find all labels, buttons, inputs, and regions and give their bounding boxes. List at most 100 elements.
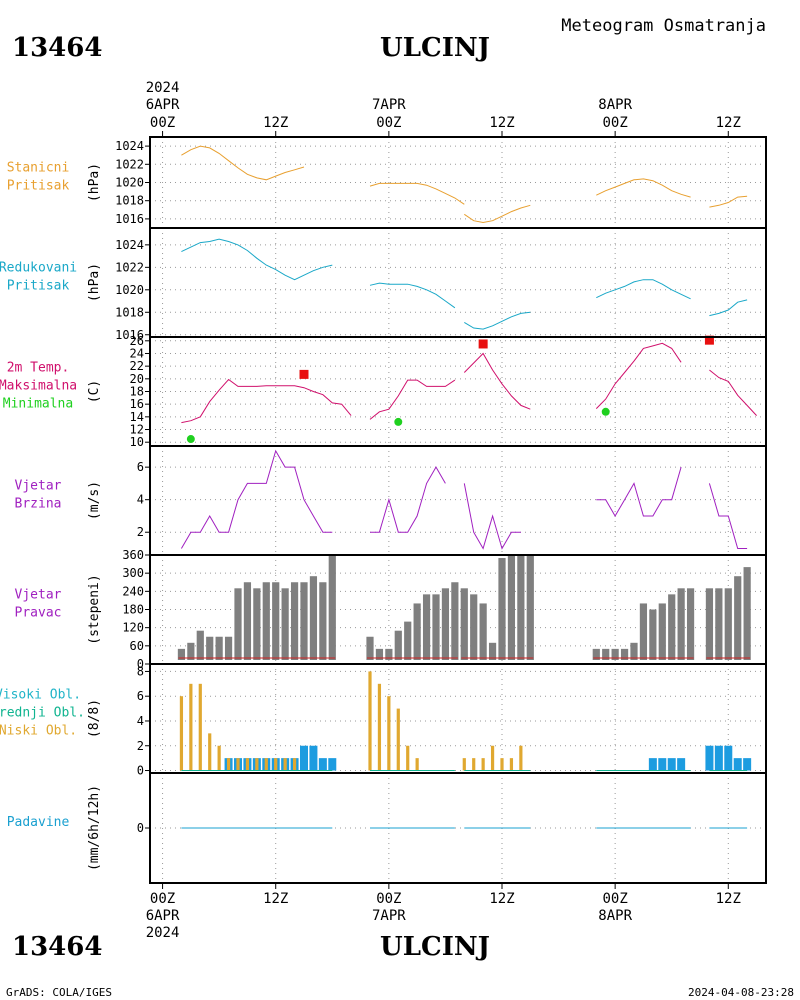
temperature-line — [369, 379, 456, 420]
panel-frame — [149, 445, 767, 556]
panel-label: Padavine — [7, 815, 70, 830]
panel-wind_speed: 2 4 6 (m/s) Vjetar Brzina — [15, 445, 767, 556]
y-tick-label: 360 — [122, 548, 144, 562]
low-cloud-bar — [377, 683, 382, 771]
top-axis-hour-label: 00Z — [376, 115, 401, 131]
wind-dir-bar — [460, 588, 468, 660]
station_pressure-line — [464, 204, 531, 224]
low-cloud-bar — [519, 745, 523, 771]
panel-label: Vjetar — [15, 479, 62, 494]
y-tick-label: 120 — [122, 621, 144, 635]
y-tick-label: 1020 — [115, 176, 144, 190]
reduced_pressure-line — [709, 299, 748, 317]
wind-dir-bar — [187, 642, 195, 660]
panel-label: Pritisak — [7, 279, 70, 294]
panel-frame — [149, 227, 767, 338]
panel-label: Minimalna — [3, 397, 73, 412]
wind-dir-bar — [479, 603, 487, 660]
wind-dir-bar — [602, 648, 610, 660]
panel-reduced_pressure: 1016 1018 1020 1022 1024 (hPa) Redukovani Priti… — [0, 227, 767, 342]
y-tick-label: 26 — [130, 334, 144, 348]
wind-dir-bar — [385, 648, 393, 660]
wind-dir-bar — [470, 594, 478, 660]
y-tick-label: 0 — [137, 764, 144, 778]
low-cloud-bar — [368, 671, 372, 771]
high-cloud-bar — [328, 758, 337, 771]
low-cloud-bar — [208, 733, 212, 771]
high-cloud-bar — [658, 758, 667, 771]
temperature-line — [709, 369, 757, 416]
y-axis-label: (mm/6h/12h) — [87, 785, 102, 871]
wind-dir-bar — [309, 576, 318, 660]
panel-frame — [149, 136, 767, 229]
low-cloud-bar — [387, 696, 391, 771]
product-title: Meteogram Osmatranja — [561, 16, 766, 36]
bottom-axis-hour-label: 00Z — [376, 891, 401, 907]
y-tick-label: 240 — [122, 584, 144, 598]
low-cloud-bar — [396, 708, 400, 771]
top-axis-year: 2024 — [146, 80, 180, 96]
y-tick-label: 6 — [137, 460, 144, 474]
wind-dir-bar — [592, 648, 600, 660]
wind-dir-bar — [375, 648, 384, 660]
station-name-top: ULCINJ — [380, 33, 490, 63]
high-cloud-bar — [743, 758, 752, 771]
bottom-axis-day-label: 8APR — [598, 908, 632, 924]
y-tick-label: 60 — [130, 639, 144, 653]
y-tick-label: 1020 — [115, 283, 144, 297]
y-tick-label: 1016 — [115, 328, 144, 342]
y-tick-label: 22 — [130, 359, 144, 373]
y-axis-label: (hPa) — [87, 163, 102, 202]
reduced_pressure-line — [464, 311, 531, 330]
top-axis-day-label: 8APR — [598, 97, 632, 113]
wind-dir-bar — [215, 636, 223, 660]
station_pressure-line — [369, 182, 465, 205]
temperature-line — [595, 342, 682, 409]
wind-dir-bar — [658, 603, 666, 660]
bottom-axis-day-label: 7APR — [372, 908, 406, 924]
wind-dir-bar — [262, 582, 270, 660]
station-id-top: 13464 — [12, 33, 102, 63]
wind-dir-bar — [281, 588, 289, 660]
wind-dir-bar — [319, 582, 327, 660]
bottom-axis-year: 2024 — [146, 925, 180, 941]
wind-dir-bar — [272, 582, 280, 660]
y-tick-label: 1024 — [115, 238, 144, 252]
reduced_pressure-line — [181, 238, 333, 281]
wind-dir-bar — [611, 648, 619, 660]
y-tick-label: 12 — [130, 423, 144, 437]
wind-dir-bar — [649, 609, 657, 660]
y-axis-label: (C) — [87, 380, 102, 403]
top-axis-hour-label: 00Z — [150, 115, 175, 131]
footer-right: 2024-04-08-23:28 — [688, 986, 794, 999]
y-tick-label: 10 — [130, 435, 144, 449]
tmin-marker — [186, 435, 195, 444]
high-cloud-bar — [318, 758, 327, 771]
low-cloud-bar — [509, 758, 514, 771]
y-tick-label: 1022 — [115, 157, 144, 171]
y-tick-label: 1016 — [115, 212, 144, 226]
station_pressure-line — [596, 178, 691, 198]
station_pressure-line — [181, 145, 305, 181]
y-axis-label: (hPa) — [87, 263, 102, 302]
wind-dir-bar — [253, 588, 261, 660]
high-cloud-bar — [300, 745, 308, 771]
wind-dir-bar — [404, 621, 412, 660]
panel-label: Visoki Obl. — [0, 688, 81, 703]
wind-dir-bar — [517, 555, 525, 660]
y-axis-label: (stepeni) — [87, 574, 102, 644]
low-cloud-bar — [189, 683, 193, 771]
wind-dir-bar — [705, 588, 714, 660]
high-cloud-bar — [648, 758, 657, 771]
tmin-marker — [601, 407, 610, 416]
high-cloud-bar — [724, 745, 733, 771]
wind-dir-bar — [724, 588, 732, 660]
wind_speed-line — [370, 466, 446, 533]
wind-dir-bar — [206, 636, 214, 660]
panel-clouds: 0 2 4 6 8 (8/8) Visoki Obl. Srednji Obl. Niski O… — [0, 663, 767, 778]
y-tick-label: 1024 — [115, 139, 144, 153]
low-cloud-bar — [292, 758, 297, 771]
panel-label: Pravac — [15, 606, 62, 621]
high-cloud-bar — [714, 745, 723, 771]
wind-dir-bar — [507, 555, 516, 660]
